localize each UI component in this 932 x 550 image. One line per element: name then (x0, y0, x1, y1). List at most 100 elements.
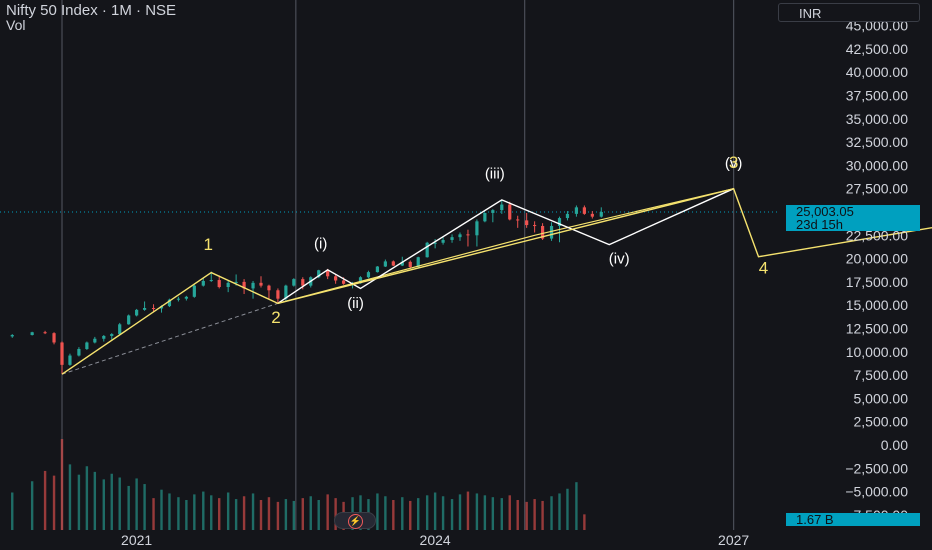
volume-label: Vol (6, 17, 26, 33)
candle-body (68, 355, 72, 365)
x-axis-tick-label: 2021 (121, 532, 152, 548)
candle-body (118, 324, 122, 335)
candle-body (516, 219, 520, 221)
volume-bar (409, 500, 412, 530)
y-axis-tick-label: 17,500.00 (846, 274, 908, 290)
candle-body (408, 261, 412, 267)
y-axis-tick-label: 35,000.00 (846, 111, 908, 127)
volume-bar (60, 439, 64, 530)
lower-trend-line (277, 188, 734, 304)
volume-bar (218, 498, 221, 530)
x-axis-tick-label: 2024 (420, 532, 451, 548)
primary-wave-path-yellow (61, 187, 932, 375)
candle-body (267, 285, 271, 291)
volume-bar (251, 493, 255, 530)
volume-bar (516, 500, 519, 530)
candle-body (127, 315, 131, 325)
candle-body (60, 342, 64, 365)
y-axis-tick-label: 10,000.00 (846, 344, 908, 360)
y-axis-tick-label: 40,000.00 (846, 64, 908, 80)
volume-bar (541, 500, 544, 530)
volume-bar (234, 499, 238, 530)
volume-bar (326, 494, 329, 530)
candle-body (259, 282, 263, 286)
candle-body (192, 285, 196, 297)
candle-body (176, 298, 181, 300)
volume-bar (68, 464, 72, 530)
volume-bar (226, 492, 230, 530)
candle-body (201, 280, 205, 286)
volume-bar (466, 491, 470, 530)
candle-body (549, 225, 554, 239)
volume-bar (483, 495, 487, 530)
candle-body (135, 309, 139, 316)
wave-label: 3 (729, 153, 738, 172)
candle-body (466, 234, 470, 236)
volume-bar (77, 474, 81, 530)
candle-body (234, 281, 238, 283)
wave-label: 1 (204, 235, 213, 254)
candle-body (43, 332, 47, 334)
candle-body (400, 261, 404, 266)
volume-bar (317, 500, 320, 530)
y-axis-tick-label: −2,500.00 (845, 460, 908, 476)
current-price-tag: 25,003.05 23d 15h (786, 204, 920, 232)
volume-bar (433, 492, 437, 530)
candle-body (52, 333, 56, 343)
candle-body (284, 285, 288, 299)
volume-bar (458, 494, 462, 530)
y-axis-tick-label: 37,500.00 (846, 88, 908, 104)
volume-bar (11, 492, 14, 530)
y-axis-tick-label: 22,500.00 (846, 227, 908, 243)
candle-body (93, 338, 97, 343)
candle-body (85, 342, 89, 350)
candle-body (276, 290, 280, 299)
candle-body (151, 307, 156, 309)
lightning-icon: ⚡ (348, 514, 363, 529)
candle-body (242, 281, 246, 289)
wave-label: (iii) (485, 165, 505, 182)
wave-label: 4 (759, 259, 768, 278)
wave-label: (ii) (347, 295, 364, 312)
candle-body (540, 225, 545, 239)
volume-bar (575, 482, 578, 530)
volume-bar (202, 491, 205, 530)
candle-body (375, 266, 380, 273)
candle-body (383, 261, 387, 267)
chart-title: Nifty 50 Index · 1M · NSE (6, 2, 177, 19)
volume-bar (85, 466, 89, 530)
wave-label: (iv) (609, 250, 630, 267)
volume-bar (118, 477, 121, 530)
volume-bar (135, 478, 138, 530)
current-price-value: 25,003.05 (796, 204, 854, 219)
candle-body (159, 306, 164, 309)
volume-bar (93, 471, 97, 530)
volume-bar (533, 499, 536, 530)
candle-body (292, 279, 296, 286)
y-axis-tick-label: 15,000.00 (846, 297, 908, 313)
candle-body (450, 237, 454, 240)
volume-bar (301, 498, 304, 530)
candle-body (441, 239, 445, 243)
currency-selector[interactable]: INR (778, 3, 920, 22)
flash-button[interactable]: ⚡ (334, 512, 376, 529)
volume-bar (102, 479, 105, 530)
dashed-channel-line (61, 302, 279, 375)
y-axis-tick-label: 32,500.00 (846, 134, 908, 150)
volume-bar (284, 499, 288, 530)
volume-bar (276, 501, 280, 530)
wave-label: (i) (314, 235, 327, 252)
bar-countdown: 23d 15h (796, 217, 843, 232)
y-axis-tick-label: 20,000.00 (846, 251, 908, 267)
y-axis-tick-label: 12,500.00 (846, 321, 908, 337)
volume-bar (52, 475, 56, 530)
subwave-path-white (277, 188, 734, 304)
candle-body (209, 280, 213, 282)
volume-bar (193, 494, 196, 530)
candle-body (301, 279, 305, 286)
volume-bar (450, 499, 454, 530)
volume-bar (43, 470, 47, 530)
volume-bar (425, 495, 429, 530)
candle-body (483, 212, 487, 222)
